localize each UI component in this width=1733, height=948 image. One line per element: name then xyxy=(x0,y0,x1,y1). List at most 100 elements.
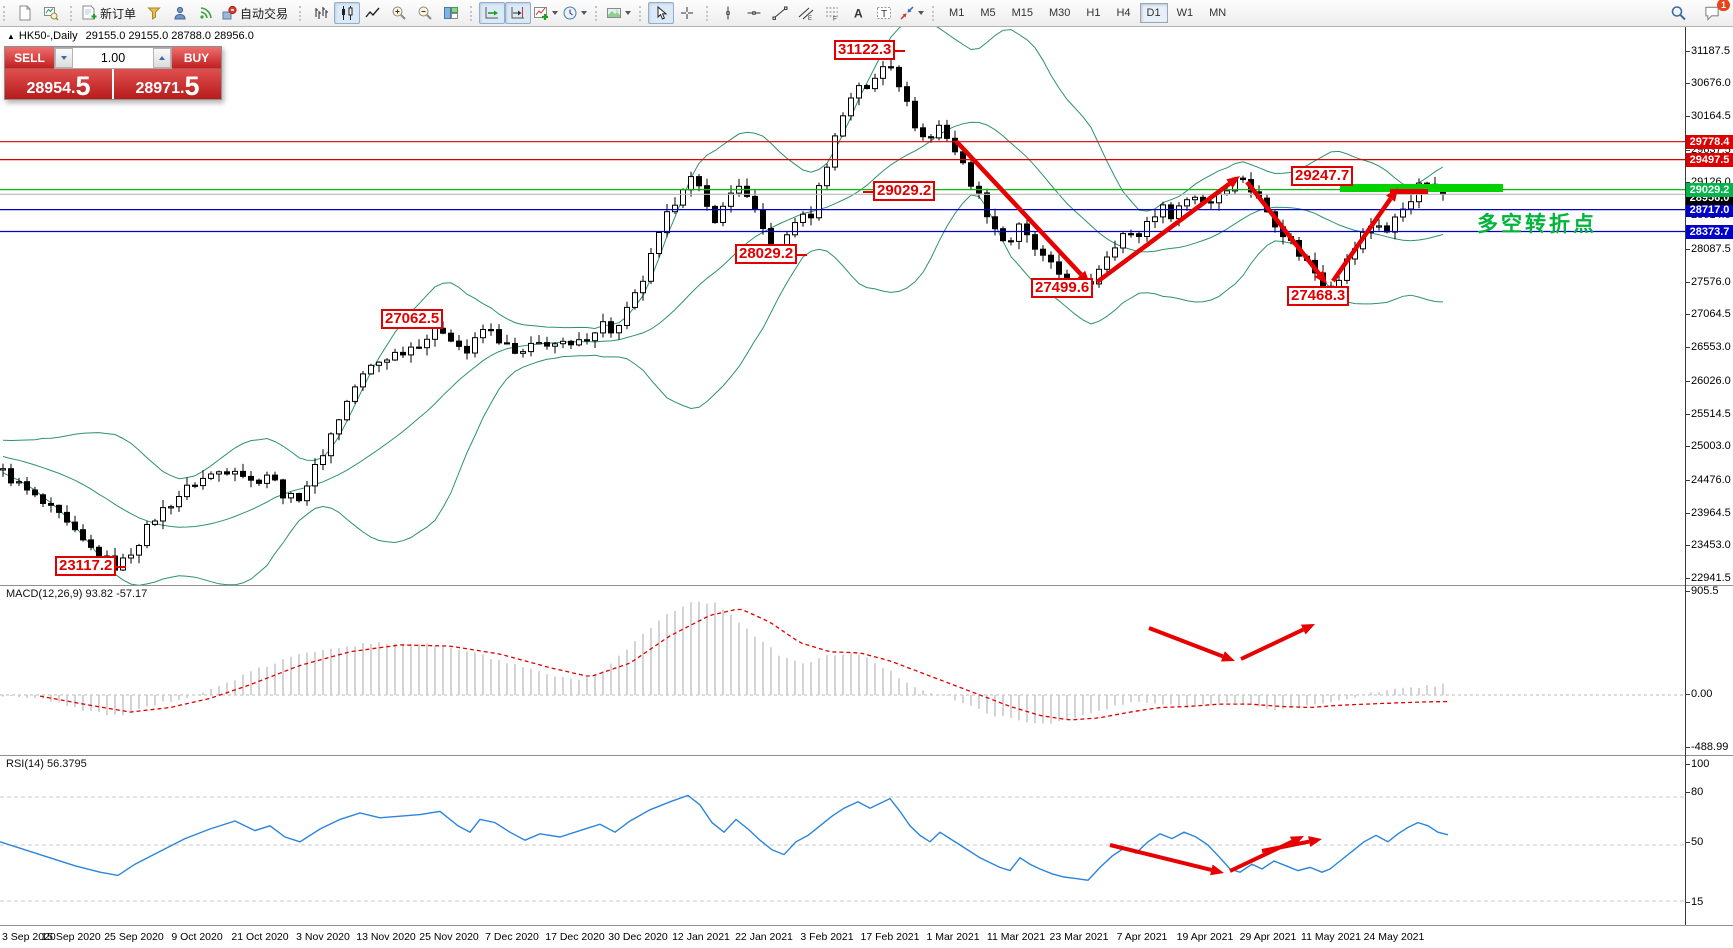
sell-price-int: 28954 xyxy=(26,80,72,97)
price-annotation[interactable]: 23117.2 xyxy=(55,556,127,576)
buy-price-dec: 5 xyxy=(184,71,200,101)
date-label: 7 Apr 2021 xyxy=(1116,931,1168,943)
horizontal-line-button[interactable] xyxy=(741,2,767,24)
date-label: 15 Sep 2020 xyxy=(41,931,101,943)
timeframe-mn[interactable]: MN xyxy=(1209,7,1227,19)
axis-tick: 25003.0 xyxy=(1685,440,1731,453)
macd-pane-canvas[interactable] xyxy=(0,585,1685,755)
zoom-in-icon xyxy=(391,5,407,21)
price-annotation[interactable]: 27468.3 xyxy=(1287,286,1350,306)
candle-chart-button[interactable] xyxy=(334,2,361,24)
trend-line-icon xyxy=(772,5,788,21)
date-label: 22 Jan 2021 xyxy=(735,931,793,943)
buy-price[interactable]: 28971. 5 xyxy=(114,69,221,101)
templates-button[interactable] xyxy=(604,2,633,24)
text-button[interactable]: A xyxy=(845,2,871,24)
chat-button[interactable]: 1 xyxy=(1701,0,1730,23)
toolbar-group xyxy=(0,1,67,25)
rsi-pane-canvas[interactable] xyxy=(0,755,1685,925)
chart-preview-button[interactable] xyxy=(38,2,64,24)
periods-button[interactable] xyxy=(560,2,589,24)
toolbar-group xyxy=(592,1,636,25)
toolbar-group xyxy=(296,1,467,25)
timeframe-m5[interactable]: M5 xyxy=(980,7,996,19)
timeframe-h4[interactable]: H4 xyxy=(1116,7,1131,19)
vertical-line-button[interactable] xyxy=(715,2,741,24)
date-label: 11 Mar 2021 xyxy=(986,931,1046,943)
zoom-in-button[interactable] xyxy=(386,2,412,24)
search-button[interactable] xyxy=(1667,3,1689,23)
chevron-down-icon xyxy=(552,11,559,15)
auto-trading-label: 自动交易 xyxy=(240,6,289,21)
price-annotation[interactable]: 29247.7 xyxy=(1291,166,1354,186)
chart-shift-button[interactable] xyxy=(505,2,532,24)
zoom-out-button[interactable] xyxy=(412,2,438,24)
timeframe-h1[interactable]: H1 xyxy=(1086,7,1101,19)
sell-button[interactable]: SELL xyxy=(5,47,54,69)
price-annotation[interactable]: 27062.5 xyxy=(381,309,444,329)
collapse-icon[interactable]: ▲ xyxy=(7,32,15,41)
date-label: 29 Apr 2021 xyxy=(1239,931,1297,943)
styler-icon xyxy=(146,5,162,21)
main-chart-canvas[interactable] xyxy=(0,26,1685,585)
new-chart-icon xyxy=(17,5,33,21)
auto-trading-button[interactable]: 自动交易 xyxy=(219,2,293,24)
toolbar-group xyxy=(636,1,703,25)
auto-scroll-button[interactable] xyxy=(479,2,506,24)
add-indicator-button[interactable] xyxy=(531,2,560,24)
timeframe-m15[interactable]: M15 xyxy=(1011,7,1033,19)
line-chart-button[interactable] xyxy=(360,2,386,24)
price-annotation[interactable]: 27499.6 xyxy=(1031,278,1094,298)
trend-line-button[interactable] xyxy=(767,2,793,24)
price-annotation[interactable]: 31122.3 xyxy=(834,40,906,60)
rsi-axis-tick: 80 xyxy=(1684,786,1704,798)
notification-badge: 1 xyxy=(1716,0,1730,11)
new-chart-button[interactable] xyxy=(12,2,38,24)
signals-button[interactable] xyxy=(193,2,219,24)
macd-axis-tick: 905.5 xyxy=(1685,585,1719,597)
volume-increase-button[interactable] xyxy=(153,48,171,68)
axis-tick: 23964.5 xyxy=(1685,506,1731,519)
text-label-button[interactable]: T xyxy=(871,2,897,24)
zoom-out-icon xyxy=(417,5,433,21)
crosshair-button[interactable] xyxy=(674,2,700,24)
level-price-label: 29778.4 xyxy=(1686,134,1733,149)
toolbar-right: 1 xyxy=(1667,0,1733,23)
axis-tick: 26026.0 xyxy=(1685,374,1731,387)
buy-button[interactable]: BUY xyxy=(172,47,221,69)
macd-axis-tick: -488.99 xyxy=(1684,741,1729,753)
macd-axis-tick: 0.00 xyxy=(1684,688,1713,700)
fibonacci-button[interactable]: F xyxy=(819,2,845,24)
timeframe-d1[interactable]: D1 xyxy=(1139,3,1168,23)
level-price-label: 29497.5 xyxy=(1686,152,1733,167)
signals-icon xyxy=(198,5,214,21)
pane-separator[interactable] xyxy=(0,755,1733,756)
timeframe-m1[interactable]: M1 xyxy=(949,7,965,19)
turning-point-note[interactable]: 多空转折点 xyxy=(1477,213,1597,236)
arrows-button[interactable] xyxy=(897,2,926,24)
cursor-button[interactable] xyxy=(648,2,675,24)
one-click-trading-panel: SELL BUY 28954.5 28971.5 xyxy=(4,46,222,100)
timeframe-w1[interactable]: W1 xyxy=(1176,7,1194,19)
price-annotation[interactable]: 28029.2 xyxy=(735,244,808,264)
pane-separator[interactable] xyxy=(0,585,1733,586)
tile-windows-button[interactable] xyxy=(438,2,464,24)
price-annotation[interactable]: 29029.2 xyxy=(862,181,936,201)
axis-tick: 23453.0 xyxy=(1685,539,1731,552)
level-price-label: 28373.7 xyxy=(1686,224,1733,239)
sell-price-sep: . xyxy=(71,80,76,97)
new-order-button[interactable]: 新订单 xyxy=(79,2,141,24)
volume-decrease-button[interactable] xyxy=(55,48,73,68)
timeframe-m30[interactable]: M30 xyxy=(1049,7,1071,19)
sell-price[interactable]: 28954. 5 xyxy=(5,69,112,100)
styler-button[interactable] xyxy=(141,2,167,24)
svg-text:F: F xyxy=(833,16,837,22)
arrows-icon xyxy=(899,5,915,21)
bar-chart-button[interactable] xyxy=(308,2,334,24)
volume-spinner xyxy=(54,47,172,69)
volume-input[interactable] xyxy=(73,48,153,68)
line-chart-icon xyxy=(365,5,381,21)
equidistant-channel-button[interactable]: E xyxy=(793,2,819,24)
terminal-button[interactable] xyxy=(167,2,193,24)
axis-tick: 30676.0 xyxy=(1685,77,1731,90)
